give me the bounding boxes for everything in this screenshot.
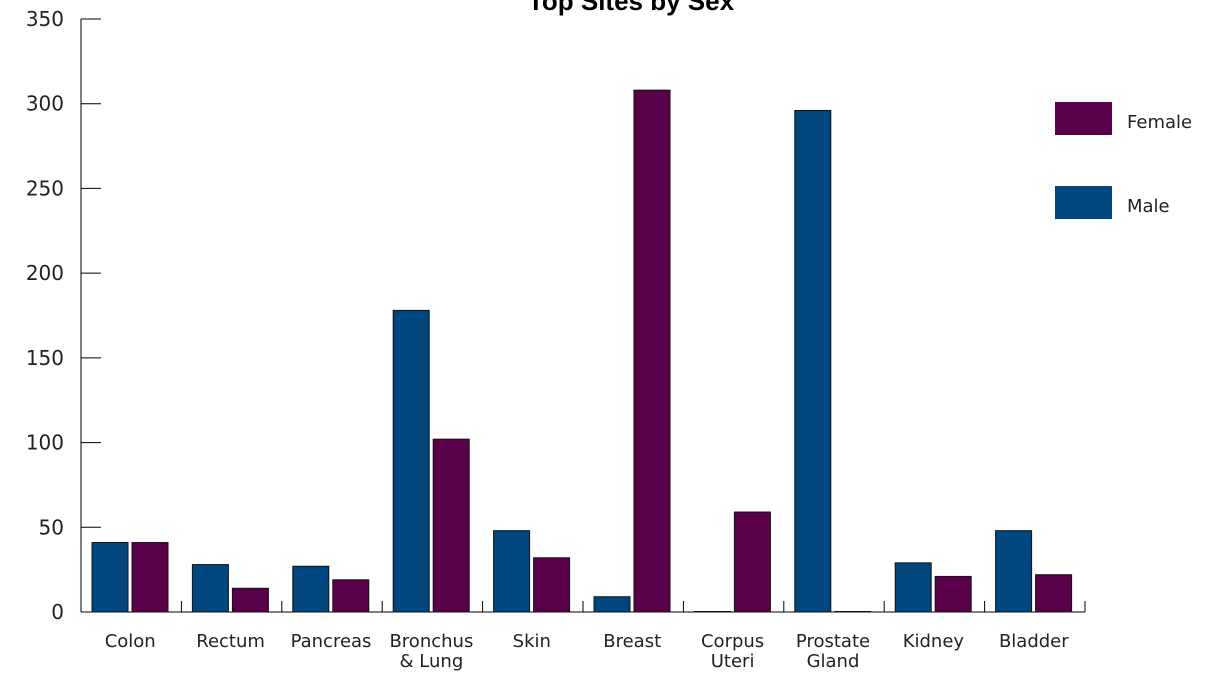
bar-female (231, 587, 269, 613)
bar-female (332, 579, 370, 613)
category-label: Breast (603, 631, 661, 652)
chart-title: Top Sites by Sex (528, 0, 735, 16)
category-label: & Lung (400, 651, 464, 672)
legend-label-female: Female (1127, 112, 1192, 133)
bar-male (693, 611, 731, 613)
legend: Female Male (1055, 102, 1192, 219)
bar-male (894, 562, 932, 613)
bar-male (91, 542, 129, 613)
category-labels: Colon Rectum Pancreas Bronchus& Lung Skin Bre… (105, 631, 1070, 672)
bar-female (733, 511, 771, 613)
category-label: Gland (807, 651, 860, 672)
bar-female (934, 575, 972, 613)
y-tick-label: 100 (26, 431, 64, 455)
y-tick-label: 300 (26, 92, 64, 116)
bar-male (191, 564, 229, 613)
bar-female (432, 438, 470, 613)
legend-label-male: Male (1127, 196, 1170, 217)
bar-male (392, 309, 430, 613)
category-label: Skin (513, 631, 551, 652)
y-axis: 0 50 100 150 200 250 300 350 (26, 7, 101, 624)
bar-female (834, 611, 872, 613)
legend-swatch-male (1055, 186, 1112, 219)
y-tick-label: 350 (26, 7, 64, 31)
bar-female (131, 542, 169, 613)
legend-swatch-female (1055, 102, 1112, 135)
y-tick-label: 150 (26, 346, 64, 370)
bar-male (593, 596, 631, 613)
x-axis (81, 601, 1086, 613)
bars (91, 89, 1073, 613)
bar-male (794, 109, 832, 613)
bar-male (292, 565, 330, 613)
y-tick-label: 200 (26, 261, 64, 285)
y-tick-label: 50 (39, 515, 64, 539)
bar-female (1035, 574, 1073, 613)
bar-male (493, 530, 531, 613)
y-tick-label: 0 (51, 600, 64, 624)
y-tick-label: 250 (26, 176, 64, 200)
category-label: Uteri (711, 651, 755, 672)
bar-male (995, 530, 1033, 613)
category-label: Rectum (196, 631, 265, 652)
category-label: Kidney (903, 631, 965, 652)
category-label: Bladder (999, 631, 1069, 652)
category-label: Pancreas (291, 631, 372, 652)
category-label: Bronchus (389, 631, 473, 652)
category-label: Prostate (796, 631, 870, 652)
category-label: Colon (105, 631, 156, 652)
bar-female (633, 89, 671, 613)
category-label: Corpus (701, 631, 764, 652)
bar-female (533, 557, 571, 613)
